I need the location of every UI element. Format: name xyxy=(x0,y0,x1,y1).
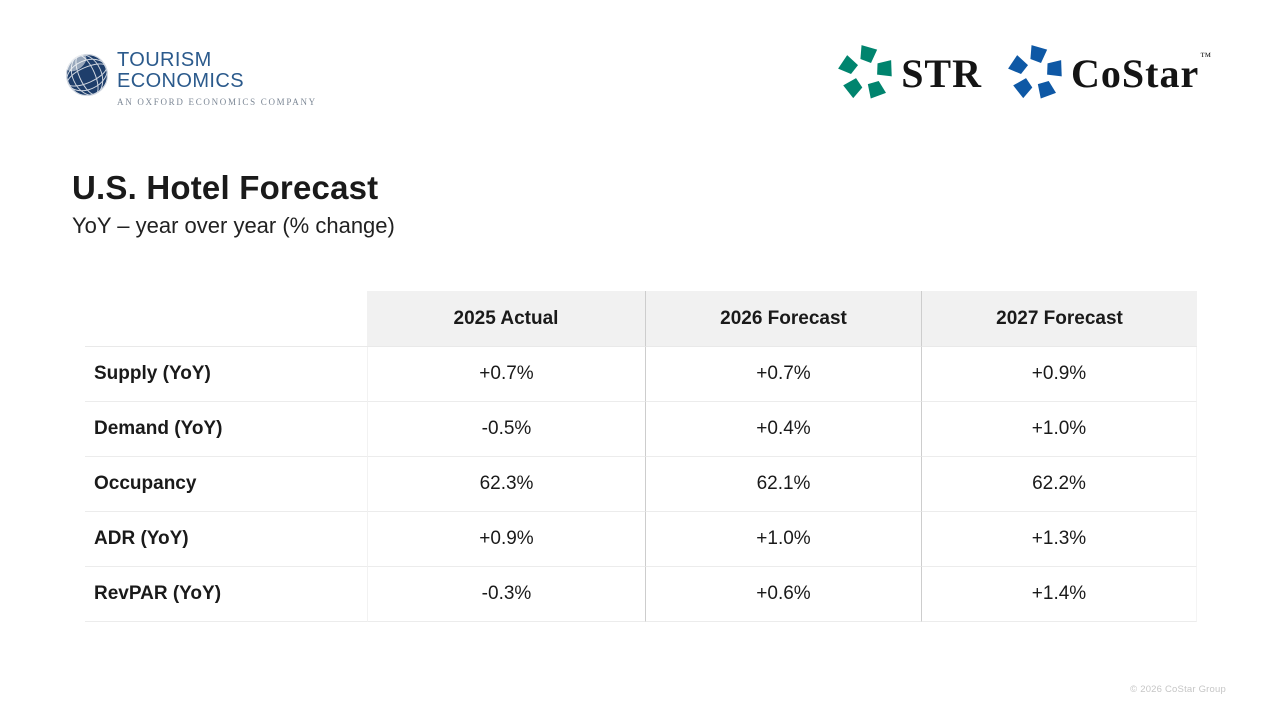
row-label: Demand (YoY) xyxy=(85,402,367,457)
table-cell: +1.0% xyxy=(921,402,1197,457)
page-title: U.S. Hotel Forecast xyxy=(72,169,379,206)
column-header-2025-actual: 2025 Actual xyxy=(367,291,645,347)
costar-wordmark: CoStar xyxy=(1071,50,1200,96)
table-cell: +0.9% xyxy=(921,347,1197,402)
row-label: RevPAR (YoY) xyxy=(85,567,367,622)
table-cell: +1.3% xyxy=(921,512,1197,567)
table-row-demand: Demand (YoY) -0.5% +0.4% +1.0% xyxy=(85,402,1197,457)
table-cell: -0.3% xyxy=(367,567,645,622)
copyright-notice: © 2026 CoStar Group xyxy=(1130,684,1226,695)
table-cell: 62.2% xyxy=(921,457,1197,512)
str-logo: STR xyxy=(838,44,982,102)
page-subtitle: YoY – year over year (% change) xyxy=(72,213,395,238)
table-cell: +0.6% xyxy=(645,567,921,622)
table-row-supply: Supply (YoY) +0.7% +0.7% +0.9% xyxy=(85,347,1197,402)
forecast-table: 2025 Actual 2026 Forecast 2027 Forecast … xyxy=(85,291,1197,622)
table-cell: +1.0% xyxy=(645,512,921,567)
row-label: Occupancy xyxy=(85,457,367,512)
tourism-economics-logo: TOURISM ECONOMICS AN OXFORD ECONOMICS CO… xyxy=(64,50,317,107)
table-cell: -0.5% xyxy=(367,402,645,457)
tourism-economics-line1: TOURISM xyxy=(117,49,212,71)
costar-pinwheel-icon xyxy=(1008,45,1062,99)
table-row-revpar: RevPAR (YoY) -0.3% +0.6% +1.4% xyxy=(85,567,1197,622)
table-cell: 62.1% xyxy=(645,457,921,512)
str-pinwheel-icon xyxy=(838,45,892,99)
table-row-occupancy: Occupancy 62.3% 62.1% 62.2% xyxy=(85,457,1197,512)
table-cell: +0.7% xyxy=(645,347,921,402)
trademark-symbol: ™ xyxy=(1200,51,1211,63)
tourism-economics-line2: ECONOMICS xyxy=(117,69,244,92)
tourism-economics-wordmark: TOURISM ECONOMICS AN OXFORD ECONOMICS CO… xyxy=(117,50,317,107)
table-cell: +0.7% xyxy=(367,347,645,402)
table-corner-cell xyxy=(85,291,367,347)
table-header-row: 2025 Actual 2026 Forecast 2027 Forecast xyxy=(85,291,1197,347)
table-cell: 62.3% xyxy=(367,457,645,512)
globe-icon xyxy=(65,53,109,97)
row-label: Supply (YoY) xyxy=(85,347,367,402)
table-cell: +0.4% xyxy=(645,402,921,457)
table-row-adr: ADR (YoY) +0.9% +1.0% +1.3% xyxy=(85,512,1197,567)
str-wordmark: STR xyxy=(901,50,982,96)
column-header-2027-forecast: 2027 Forecast xyxy=(921,291,1197,347)
table-cell: +0.9% xyxy=(367,512,645,567)
column-header-2026-forecast: 2026 Forecast xyxy=(645,291,921,347)
tourism-economics-tagline: AN OXFORD ECONOMICS COMPANY xyxy=(117,97,317,107)
row-label: ADR (YoY) xyxy=(85,512,367,567)
partner-logos: STR CoStar ™ xyxy=(838,44,1211,102)
table-cell: +1.4% xyxy=(921,567,1197,622)
costar-logo: CoStar ™ xyxy=(1008,44,1211,102)
